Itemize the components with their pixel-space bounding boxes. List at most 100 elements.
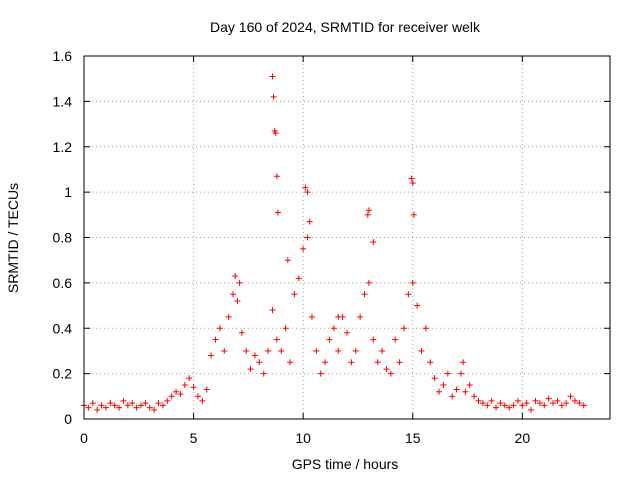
data-point bbox=[361, 291, 368, 298]
data-point bbox=[479, 400, 486, 407]
data-point bbox=[510, 402, 517, 409]
data-point bbox=[330, 325, 337, 332]
data-point bbox=[181, 381, 188, 388]
data-point bbox=[427, 359, 434, 366]
data-points bbox=[81, 73, 587, 413]
data-point bbox=[488, 397, 495, 404]
data-point bbox=[102, 404, 109, 411]
data-point bbox=[151, 406, 158, 413]
data-point bbox=[563, 400, 570, 407]
data-point bbox=[392, 336, 399, 343]
data-point bbox=[364, 211, 371, 218]
data-point bbox=[107, 400, 114, 407]
data-point bbox=[212, 336, 219, 343]
data-point bbox=[111, 402, 118, 409]
data-point bbox=[120, 397, 127, 404]
data-point bbox=[497, 400, 504, 407]
data-point bbox=[300, 245, 307, 252]
data-point bbox=[302, 184, 309, 191]
x-tick-labels: 0 5 10 15 20 bbox=[80, 430, 530, 446]
data-point bbox=[460, 359, 467, 366]
data-point bbox=[260, 370, 267, 377]
data-point bbox=[308, 313, 315, 320]
data-point bbox=[444, 370, 451, 377]
x-tick-label: 0 bbox=[80, 430, 88, 446]
data-point bbox=[272, 130, 279, 137]
data-point bbox=[475, 397, 482, 404]
data-point bbox=[295, 275, 302, 282]
data-point bbox=[243, 347, 250, 354]
data-point bbox=[436, 388, 443, 395]
data-point bbox=[274, 209, 281, 216]
data-point bbox=[256, 359, 263, 366]
y-tick-label: 0 bbox=[64, 411, 72, 427]
data-point bbox=[409, 180, 416, 187]
data-point bbox=[409, 279, 416, 286]
data-point bbox=[550, 400, 557, 407]
data-point bbox=[580, 402, 587, 409]
data-point bbox=[116, 404, 123, 411]
data-point bbox=[278, 347, 285, 354]
x-tick-label: 15 bbox=[405, 430, 421, 446]
data-point bbox=[532, 397, 539, 404]
data-point bbox=[335, 313, 342, 320]
chart-title: Day 160 of 2024, SRMTID for receiver wel… bbox=[210, 19, 481, 35]
data-point bbox=[199, 397, 206, 404]
data-point bbox=[400, 325, 407, 332]
data-point bbox=[374, 359, 381, 366]
data-point bbox=[177, 391, 184, 398]
y-tick-labels: 0 0.2 0.4 0.6 0.8 1 1.2 1.4 1.6 bbox=[53, 48, 73, 427]
data-point bbox=[422, 325, 429, 332]
y-tick-label: 1 bbox=[64, 184, 72, 200]
data-point bbox=[270, 93, 277, 100]
data-point bbox=[317, 370, 324, 377]
data-point bbox=[236, 279, 243, 286]
data-point bbox=[146, 404, 153, 411]
data-point bbox=[523, 400, 530, 407]
data-point bbox=[304, 234, 311, 241]
data-point bbox=[98, 402, 105, 409]
data-point bbox=[514, 397, 521, 404]
data-point bbox=[387, 370, 394, 377]
y-tick-label: 1.4 bbox=[53, 93, 73, 109]
data-point bbox=[501, 402, 508, 409]
data-point bbox=[216, 325, 223, 332]
x-axis-title: GPS time / hours bbox=[292, 456, 399, 472]
data-point bbox=[528, 406, 535, 413]
data-point bbox=[545, 395, 552, 402]
data-point bbox=[348, 359, 355, 366]
x-tick-label: 20 bbox=[515, 430, 531, 446]
data-point bbox=[379, 347, 386, 354]
data-point bbox=[471, 393, 478, 400]
data-point bbox=[142, 400, 149, 407]
data-point bbox=[269, 307, 276, 314]
y-tick-label: 1.2 bbox=[53, 139, 73, 155]
data-point bbox=[344, 329, 350, 336]
data-point bbox=[89, 400, 96, 407]
data-point bbox=[221, 347, 228, 354]
data-point bbox=[352, 347, 359, 354]
data-point bbox=[457, 370, 464, 377]
data-point bbox=[306, 218, 313, 225]
y-tick-label: 0.6 bbox=[53, 275, 73, 291]
data-point bbox=[365, 279, 372, 286]
data-point bbox=[269, 73, 276, 80]
y-tick-label: 1.6 bbox=[53, 48, 73, 64]
data-point bbox=[554, 397, 561, 404]
data-point bbox=[567, 393, 574, 400]
grid-lines bbox=[84, 56, 610, 419]
data-point bbox=[370, 239, 377, 246]
data-point bbox=[466, 381, 473, 388]
data-point bbox=[168, 393, 175, 400]
x-tick-label: 5 bbox=[190, 430, 198, 446]
data-point bbox=[232, 273, 239, 280]
data-point bbox=[440, 381, 447, 388]
data-point bbox=[124, 402, 131, 409]
data-point bbox=[410, 211, 417, 218]
y-tick-label: 0.2 bbox=[53, 366, 73, 382]
data-point bbox=[453, 386, 460, 393]
data-point bbox=[462, 388, 469, 395]
data-point bbox=[541, 402, 548, 409]
data-point bbox=[431, 375, 438, 382]
